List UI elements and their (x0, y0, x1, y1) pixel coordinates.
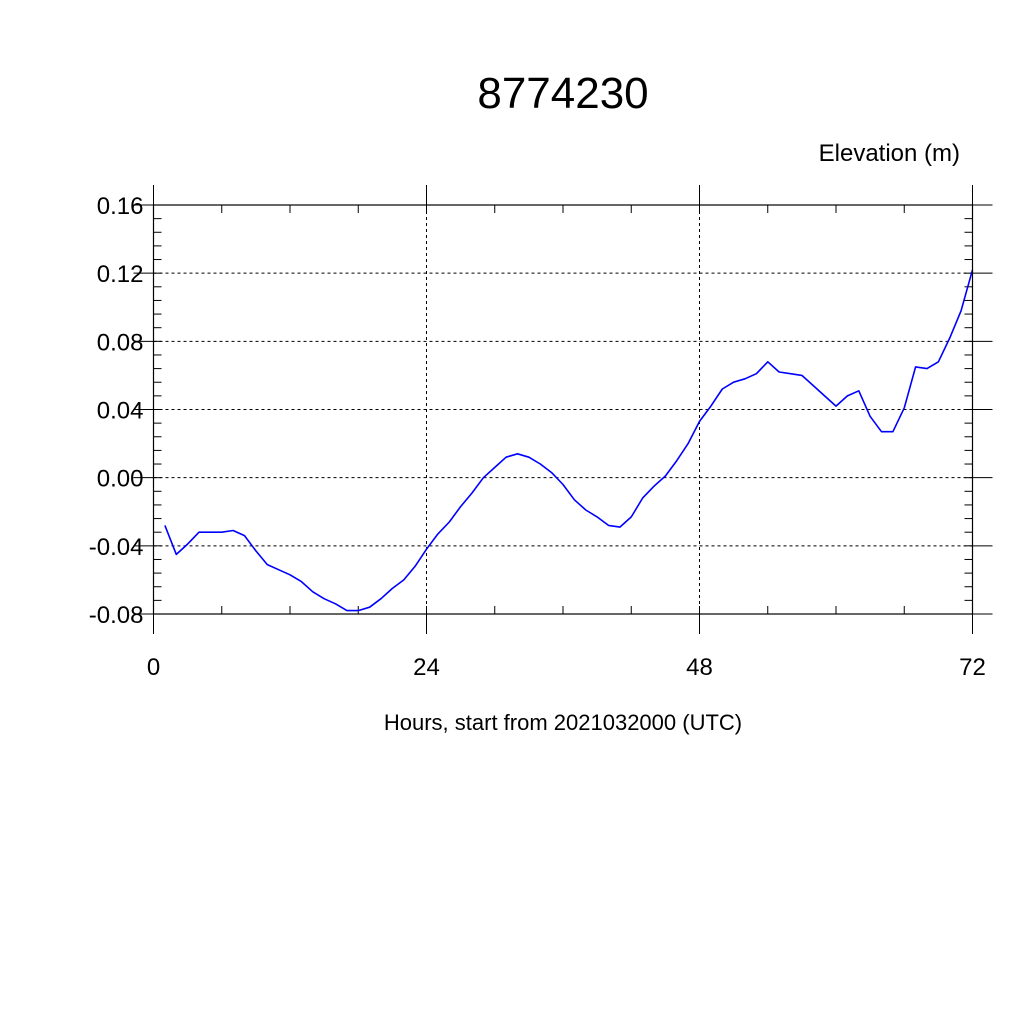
y-tick-label: 0.00 (97, 466, 144, 493)
y-axis-label: Elevation (m) (819, 140, 960, 167)
plot-frame (152, 204, 974, 615)
y-tick-label: 0.12 (97, 261, 144, 288)
x-axis-label: Hours, start from 2021032000 (UTC) (384, 710, 742, 735)
chart-title: 8774230 (477, 69, 648, 118)
y-tick-label: 0.16 (97, 193, 144, 220)
y-tick-label: 0.08 (97, 329, 144, 356)
x-tick-label: 0 (147, 654, 160, 681)
axis-ticks (133, 185, 993, 634)
tick-labels: -0.08 -0.04 0.00 0.04 0.08 0.12 0.16 0 24 48 72 (89, 193, 986, 681)
y-tick-label: 0.04 (97, 398, 144, 425)
series-layer (164, 269, 974, 612)
grid-lines (153, 204, 973, 615)
series-line (164, 269, 974, 612)
y-tick-label: -0.04 (89, 534, 144, 561)
x-tick-label: 48 (686, 654, 713, 681)
y-tick-label: -0.08 (89, 602, 144, 629)
x-tick-label: 24 (413, 654, 440, 681)
x-tick-label: 72 (959, 654, 986, 681)
